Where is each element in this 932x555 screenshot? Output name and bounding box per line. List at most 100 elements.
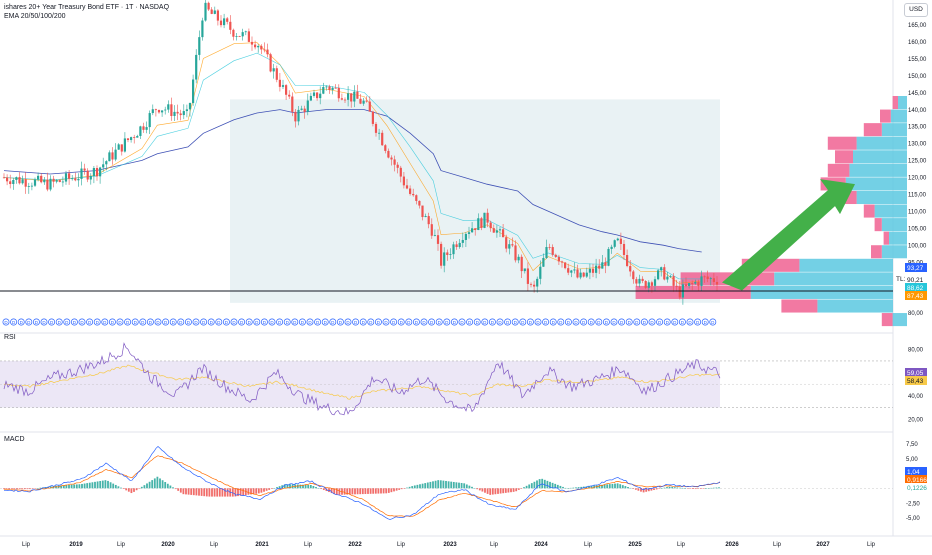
macd-hist-bar [112, 483, 115, 489]
symbol-title: ishares 20+ Year Treasury Bond ETF · 1T … [4, 4, 170, 11]
dividend-marker-icon [374, 318, 382, 326]
macd-hist-bar [616, 483, 619, 489]
dividend-marker-text: D [415, 320, 419, 325]
candle-body [371, 111, 374, 124]
candle-body [533, 284, 536, 287]
dividend-marker-text: D [96, 320, 100, 325]
candle-body [703, 276, 706, 278]
dividend-marker-text: D [134, 320, 138, 325]
time-tick-label: 2023 [443, 542, 457, 548]
candle-body [210, 9, 213, 14]
macd-hist-bar [694, 488, 697, 490]
macd-hist-bar [413, 485, 416, 489]
dividend-marker-icon [633, 318, 641, 326]
macd-hist-bar [289, 484, 291, 489]
macd-hist-bar [411, 486, 414, 489]
macd-hist-bar [252, 488, 255, 495]
macd-hist-bar [684, 488, 687, 489]
macd-hist-bar [658, 488, 661, 489]
macd-hist-bar [632, 488, 635, 489]
candle-body [629, 266, 632, 272]
dividend-marker-text: D [643, 320, 647, 325]
dividend-marker-icon [428, 318, 436, 326]
dividend-marker-icon [222, 318, 230, 326]
macd-tick-label: -2,50 [906, 501, 920, 507]
candle-body [71, 178, 74, 180]
dividend-marker-icon [549, 318, 557, 326]
candle-body [523, 268, 526, 272]
macd-hist-bar [146, 483, 148, 489]
profile-bar-up [799, 258, 893, 272]
dividend-marker-text: D [445, 320, 449, 325]
profile-bar-down [635, 285, 751, 299]
currency-button[interactable]: USD [904, 3, 928, 17]
dividend-marker-text: D [240, 320, 244, 325]
macd-hist-bar [546, 480, 549, 489]
candle-body [254, 44, 257, 48]
macd-hist-bar [125, 488, 128, 491]
candle-body [622, 243, 626, 255]
candle-body [684, 284, 688, 286]
macd-hist-bar [387, 488, 390, 493]
candle-body [393, 159, 396, 165]
current-price-bg [905, 275, 927, 284]
dividend-marker-icon [519, 318, 527, 326]
candle-body [489, 222, 492, 229]
candle-body [539, 266, 542, 279]
dividend-marker-text: D [384, 320, 388, 325]
candle-body [616, 238, 619, 241]
macd-hist-bar [572, 487, 575, 489]
dividend-marker-icon [154, 318, 162, 326]
candle-body [653, 279, 657, 286]
candle-body [334, 87, 337, 89]
profile-bar-up [750, 285, 893, 299]
dividend-marker-icon [412, 318, 420, 326]
candle-body [458, 242, 461, 248]
macd-hist-bar [83, 483, 86, 489]
macd-hist-bar [536, 480, 538, 489]
dividend-marker-text: D [149, 320, 153, 325]
profile-bar-up [774, 272, 893, 286]
dividend-marker-icon [580, 318, 588, 326]
profile-bar-down [827, 136, 857, 150]
macd-hist-bar [426, 482, 429, 489]
dividend-marker-icon [701, 318, 709, 326]
trend-arrow-icon [722, 179, 855, 291]
candle-body [52, 178, 55, 182]
candle-body [120, 144, 123, 152]
candle-body [567, 268, 570, 273]
candle-body [309, 95, 312, 101]
dividend-marker-icon [245, 318, 253, 326]
macd-hist-bar [416, 484, 419, 489]
time-tick-label: Lip [304, 542, 313, 548]
candle-body [204, 2, 207, 21]
candle-body [433, 235, 436, 236]
dividend-marker-icon [709, 318, 717, 326]
candle-body [316, 92, 319, 99]
dividend-marker-icon [78, 318, 86, 326]
macd-hist-bar [211, 488, 213, 497]
macd-hist-bar [559, 485, 562, 489]
candle-body [257, 45, 260, 48]
candle-body [312, 92, 316, 96]
candle-body [151, 109, 154, 114]
candle-body [179, 113, 182, 116]
price-labels: TL1 93,27 90,21 88,62 87,43 59,05 58,43 … [896, 263, 927, 492]
macd-hist-bar [166, 483, 169, 489]
profile-bar-down [863, 204, 875, 218]
dividend-marker-text: D [559, 320, 563, 325]
dividend-marker-icon [678, 318, 686, 326]
candle-body [30, 185, 33, 187]
candle-body [61, 181, 64, 183]
macd-hist-bar [395, 488, 398, 491]
candle-body [241, 32, 244, 37]
macd-hist-bar [432, 481, 434, 489]
macd-hist-bar [224, 488, 226, 497]
dividend-marker-text: D [50, 320, 54, 325]
candle-body [291, 96, 294, 112]
candle-body [263, 49, 266, 51]
candle-body [412, 193, 415, 196]
